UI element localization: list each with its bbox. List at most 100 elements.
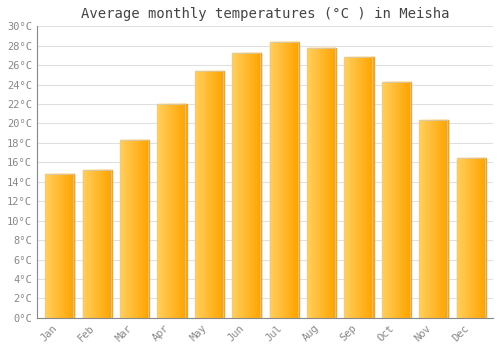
Bar (271, 42, 272, 318)
Bar (474, 159, 476, 318)
Bar (126, 140, 128, 318)
Bar (198, 71, 199, 318)
Bar (169, 104, 170, 318)
Bar (287, 42, 288, 318)
Bar (436, 120, 437, 318)
Bar (483, 159, 484, 318)
Bar (310, 48, 311, 318)
Bar (106, 170, 108, 318)
Bar (134, 140, 136, 318)
Bar (316, 48, 318, 318)
Bar (243, 54, 244, 318)
Bar (294, 42, 295, 318)
Bar (366, 57, 368, 318)
Bar (122, 140, 123, 318)
Bar (270, 42, 272, 318)
Bar (236, 54, 237, 318)
Bar (195, 71, 223, 318)
Bar (124, 140, 126, 318)
Bar (360, 57, 362, 318)
Bar (180, 104, 181, 318)
Bar (232, 54, 260, 318)
Bar (202, 71, 203, 318)
Bar (405, 82, 406, 318)
Bar (292, 42, 294, 318)
Bar (428, 120, 430, 318)
Bar (440, 120, 441, 318)
Bar (238, 54, 240, 318)
Bar (179, 104, 180, 318)
Bar (241, 54, 242, 318)
Bar (484, 159, 485, 318)
Bar (232, 54, 234, 318)
Bar (135, 140, 136, 318)
Bar (98, 170, 100, 318)
Bar (364, 57, 366, 318)
Bar (476, 159, 477, 318)
Bar (51, 174, 52, 318)
Bar (288, 42, 290, 318)
Bar (254, 54, 256, 318)
Bar (366, 57, 367, 318)
Bar (94, 170, 95, 318)
Bar (297, 42, 298, 318)
Bar (59, 174, 60, 318)
Bar (180, 104, 182, 318)
Bar (104, 170, 106, 318)
Bar (97, 170, 98, 318)
Bar (402, 82, 403, 318)
Bar (436, 120, 438, 318)
Bar (63, 174, 64, 318)
Bar (200, 71, 202, 318)
Bar (168, 104, 170, 318)
Bar (49, 174, 50, 318)
Bar (353, 57, 354, 318)
Bar (464, 159, 465, 318)
Bar (307, 48, 335, 318)
Bar (162, 104, 164, 318)
Bar (350, 57, 351, 318)
Bar (348, 57, 350, 318)
Bar (99, 170, 100, 318)
Bar (199, 71, 200, 318)
Bar (71, 174, 72, 318)
Bar (132, 140, 134, 318)
Bar (282, 42, 284, 318)
Bar (103, 170, 104, 318)
Bar (90, 170, 91, 318)
Bar (464, 159, 466, 318)
Bar (171, 104, 172, 318)
Bar (163, 104, 164, 318)
Bar (390, 82, 392, 318)
Bar (248, 54, 250, 318)
Bar (233, 54, 234, 318)
Bar (136, 140, 137, 318)
Bar (372, 57, 373, 318)
Bar (320, 48, 321, 318)
Bar (273, 42, 274, 318)
Bar (204, 71, 205, 318)
Bar (206, 71, 208, 318)
Bar (320, 48, 322, 318)
Bar (438, 120, 440, 318)
Bar (419, 120, 447, 318)
Bar (446, 120, 447, 318)
Bar (382, 82, 410, 318)
Bar (58, 174, 59, 318)
Bar (172, 104, 174, 318)
Bar (315, 48, 316, 318)
Bar (100, 170, 101, 318)
Bar (158, 104, 186, 318)
Bar (238, 54, 239, 318)
Bar (332, 48, 333, 318)
Bar (91, 170, 92, 318)
Bar (54, 174, 55, 318)
Bar (428, 120, 429, 318)
Bar (399, 82, 400, 318)
Bar (430, 120, 432, 318)
Bar (200, 71, 201, 318)
Bar (398, 82, 400, 318)
Bar (236, 54, 238, 318)
Bar (46, 174, 48, 318)
Bar (215, 71, 216, 318)
